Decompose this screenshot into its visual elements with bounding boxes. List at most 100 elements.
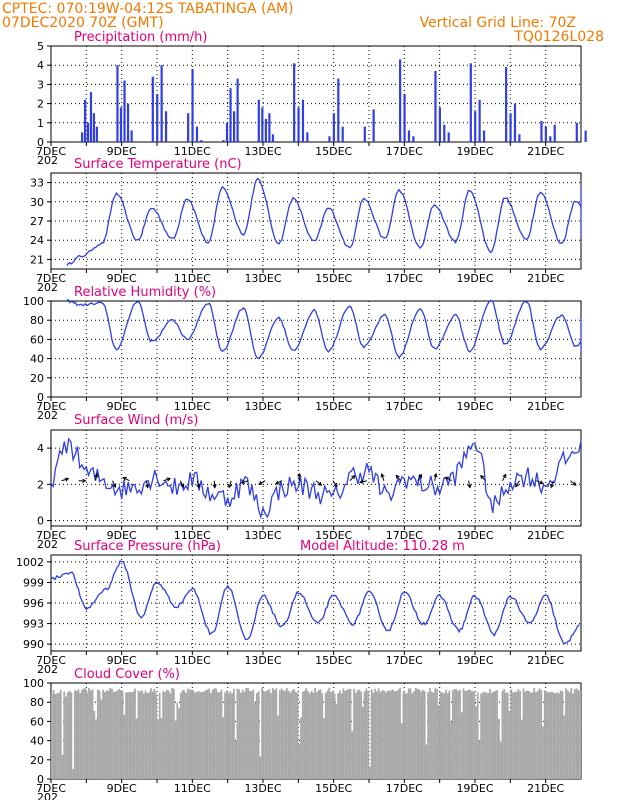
cloud-bar (259, 756, 261, 779)
x-tick-label: 9DEC (107, 654, 137, 667)
cloud-bar (450, 722, 452, 779)
precip-bar (337, 79, 339, 142)
cloud-bar (196, 692, 198, 779)
cloud-bar (129, 692, 131, 779)
cloud-bar (579, 691, 581, 779)
cloud-bar (456, 689, 458, 779)
cloud-bar (86, 693, 88, 779)
cloud-bar (502, 691, 504, 779)
precip-bar (412, 136, 414, 142)
run-time-header: 07DEC2020 70Z (GMT) (2, 15, 164, 31)
cloud-bar (443, 693, 445, 779)
precip-bar (226, 123, 228, 142)
x-tick-label: 11DEC (174, 400, 211, 413)
cloud-bar (120, 690, 122, 779)
x-tick-label: 15DEC (315, 782, 352, 795)
cloud-bar (468, 690, 470, 779)
cloud-bar (201, 692, 203, 779)
cloud-bar (270, 693, 272, 779)
cloud-bar (90, 691, 92, 779)
precip-bar (120, 107, 122, 142)
cloud-bar (418, 690, 420, 779)
cloud-bar (477, 692, 479, 779)
x-tick-label: 21DEC (527, 654, 564, 667)
cloud-bar (95, 719, 97, 779)
cloud-bar (415, 688, 417, 779)
y-tick-label: 100 (23, 677, 44, 690)
cloud-bar (417, 689, 419, 779)
cloud-bar (394, 691, 396, 779)
cloud-bar (346, 690, 348, 779)
cloud-bar (300, 717, 302, 779)
precip-bar (152, 77, 154, 142)
y-tick-label: 40 (30, 735, 44, 748)
cloud-bar (115, 692, 117, 779)
x-tick-label: 19DEC (456, 782, 493, 795)
precip-bar (540, 121, 542, 142)
cloud-bar (475, 706, 477, 779)
cloud-bar (427, 692, 429, 779)
cloud-bar (318, 690, 320, 779)
cloud-bar (245, 688, 247, 779)
precip-bar (222, 140, 224, 142)
model-altitude: Model Altitude: 110.28 m (300, 539, 465, 554)
cloud-bar (311, 691, 313, 779)
cloud-bar (228, 693, 230, 779)
cloud-bar (175, 721, 177, 779)
cloud-bar (145, 691, 147, 779)
cloud-bar (569, 692, 571, 779)
precip-bar (297, 107, 299, 142)
cloud-bar (385, 692, 387, 779)
cloud-bar (79, 693, 81, 779)
cloud-bar (491, 693, 493, 779)
cloud-bar (537, 691, 539, 779)
cloud-bar (268, 689, 270, 779)
precip-bar (156, 94, 158, 142)
precip-bar (302, 100, 304, 142)
cloud-bar (374, 689, 376, 779)
cloud-bar (192, 690, 194, 779)
cloud-bar (464, 691, 466, 779)
y-tick-label: 21 (30, 253, 44, 266)
year-label: 202 (37, 154, 58, 167)
x-tick-label: 13DEC (244, 400, 281, 413)
cloud-bar (507, 693, 509, 779)
cloud-bar (496, 690, 498, 779)
precip-bar (161, 65, 163, 142)
year-label: 202 (37, 791, 58, 800)
cloud-bar (334, 693, 336, 779)
cloud-bar (148, 692, 150, 779)
cloud-bar (185, 693, 187, 779)
cloud-bar (85, 688, 87, 779)
series-line (51, 561, 579, 644)
cloud-bar (399, 688, 401, 779)
cloud-bar (327, 691, 329, 779)
cloud-bar (279, 690, 281, 779)
cloud-bar (530, 693, 532, 779)
precip-bar (191, 69, 193, 142)
cloud-bar (503, 689, 505, 779)
precip-bar (93, 113, 95, 142)
precipitation-title: Precipitation (mm/h) (74, 30, 207, 45)
precip-bar (196, 127, 198, 142)
precip-bar (84, 100, 86, 142)
precip-bar (90, 92, 92, 142)
cloud-bar (58, 693, 60, 779)
cloud-bar (551, 692, 553, 779)
cloud-bar (235, 741, 237, 779)
cloud-bar (153, 689, 155, 779)
cloud-bar (305, 688, 307, 779)
precip-bar (514, 104, 516, 142)
cloud-bar (100, 700, 102, 779)
cloud-bar (221, 690, 223, 779)
cloud-bar (168, 690, 170, 779)
x-tick-label: 17DEC (386, 782, 423, 795)
cloud-bar (463, 688, 465, 779)
series-line (67, 300, 581, 358)
cloud-bar (231, 693, 233, 779)
x-tick-label: 15DEC (315, 400, 352, 413)
cloud-bar (176, 703, 178, 779)
cloud-bar (178, 708, 180, 779)
cloud-bar (309, 693, 311, 779)
cloud-bar (413, 691, 415, 779)
